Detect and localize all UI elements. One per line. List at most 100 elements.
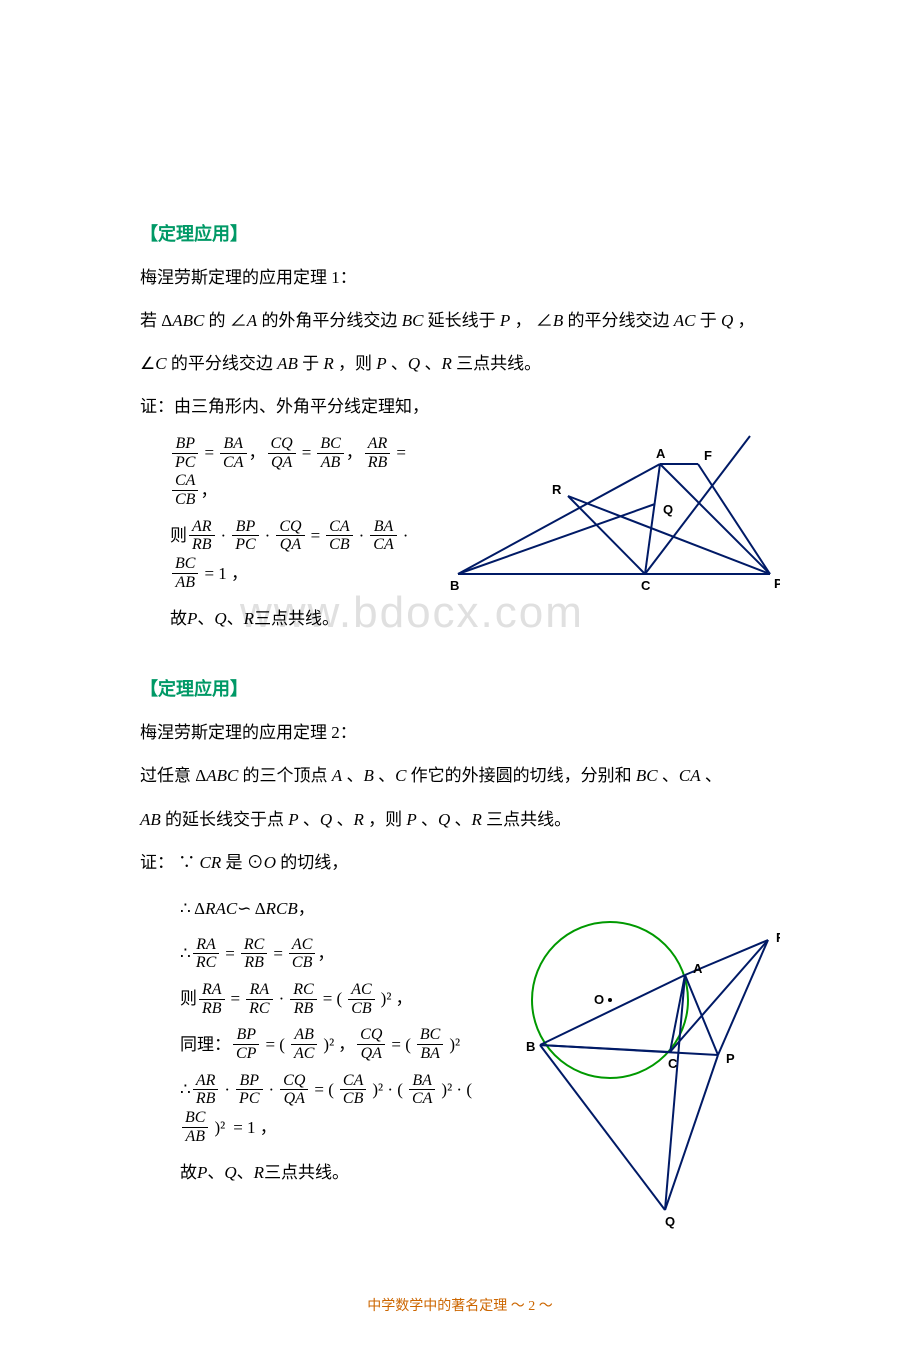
den: RB <box>365 454 391 472</box>
den: CP <box>233 1045 259 1063</box>
num: BP <box>172 435 198 453</box>
den: AB <box>318 454 344 472</box>
txt: 作它的外接圆的切线，分别和 <box>411 766 636 785</box>
num: AB <box>291 1026 317 1044</box>
den: QA <box>268 454 295 472</box>
s2-eq3: 同理： BPCP = ( ABAC )² ， CQQA = ( BCBA )² <box>180 1026 490 1063</box>
s1-conclusion: 故 P 、Q 、R 三点共线。 <box>170 600 780 637</box>
svg-text:F: F <box>704 448 712 463</box>
num: BP <box>237 1072 263 1090</box>
s2-conclusion: 故 P 、Q 、R 三点共线。 <box>180 1154 490 1191</box>
num: BC <box>182 1109 208 1127</box>
txt: 、 <box>421 810 438 829</box>
txt: 、 <box>237 1154 254 1191</box>
num: CA <box>326 518 352 536</box>
txt: 证： ∵ <box>140 853 200 872</box>
txt: 、 <box>197 600 214 637</box>
math: Q <box>721 311 733 330</box>
txt: 的延长线交于点 <box>165 810 288 829</box>
den: AB <box>182 1128 208 1146</box>
num: RA <box>193 936 219 954</box>
s2-proof-lead: 证： ∵ CR 是 ⊙O 的切线， <box>140 843 780 882</box>
math: R <box>472 810 482 829</box>
svg-text:B: B <box>450 578 459 593</box>
lead: ∴ <box>180 935 191 972</box>
txt: 故 <box>180 1154 197 1191</box>
s2-line1: 过任意 ΔABC 的三个顶点 A 、B 、C 作它的外接圆的切线，分别和 BC … <box>140 756 780 795</box>
math: ABC <box>206 766 238 785</box>
txt: 、 <box>207 1154 224 1191</box>
svg-text:A: A <box>693 961 703 976</box>
txt: 三点共线。 <box>254 600 339 637</box>
txt: 三点共线。 <box>264 1154 349 1191</box>
den: PC <box>172 454 198 472</box>
den: RC <box>193 954 219 972</box>
num: BA <box>371 518 397 536</box>
txt: 是 ⊙ <box>225 853 263 872</box>
txt: 、 <box>455 810 472 829</box>
math: AC <box>674 311 696 330</box>
den: RB <box>291 1000 317 1018</box>
num: RA <box>199 981 225 999</box>
s1-proof-lead: 证：由三角形内、外角平分线定理知， <box>140 387 780 426</box>
num: AC <box>348 981 374 999</box>
txt: 三点共线。 <box>486 810 571 829</box>
txt: 、 <box>662 766 679 785</box>
math: Q <box>438 810 450 829</box>
svg-text:Q: Q <box>663 502 673 517</box>
math: P <box>288 810 298 829</box>
lead: ∴ <box>180 1071 191 1108</box>
math: Q <box>320 810 332 829</box>
den: RB <box>193 1090 219 1108</box>
s1-line1: 若 ΔABC 的 ∠A 的外角平分线交边 BC 延长线于 P ， ∠B 的平分线… <box>140 301 780 340</box>
den: CB <box>172 491 198 509</box>
lead: 则 <box>180 980 197 1017</box>
math: CA <box>679 766 701 785</box>
num: CA <box>340 1072 366 1090</box>
math: R <box>244 600 254 637</box>
txt: ∠ <box>140 354 155 373</box>
math: AB <box>277 354 298 373</box>
num: RC <box>241 936 267 954</box>
math: B <box>553 311 563 330</box>
svg-text:Q: Q <box>665 1214 675 1229</box>
num: BA <box>409 1072 435 1090</box>
den: PC <box>236 1090 262 1108</box>
s2-sim: ∴ ΔRAC ∽ ΔRCB ， <box>180 890 490 927</box>
lead: 则 <box>170 517 187 554</box>
math: R <box>353 810 363 829</box>
den: CB <box>326 536 352 554</box>
math: R <box>441 354 451 373</box>
math: O <box>264 853 276 872</box>
txt: ∽ Δ <box>237 890 266 927</box>
den: PC <box>232 536 258 554</box>
s2-title: 梅涅劳斯定理的应用定理 2： <box>140 713 780 752</box>
num: CQ <box>268 435 296 453</box>
txt: ∴ Δ <box>180 890 205 927</box>
den: CA <box>409 1090 435 1108</box>
den: QA <box>358 1045 385 1063</box>
sep: ， <box>338 1026 355 1063</box>
num: BC <box>317 435 343 453</box>
den: CA <box>220 454 246 472</box>
figure-2-svg: ABCPRQO <box>500 890 780 1230</box>
txt: 延长线于 <box>428 311 500 330</box>
den: CB <box>340 1090 366 1108</box>
math: P <box>376 354 386 373</box>
section1-header: 【定理应用】 <box>140 220 780 246</box>
math: R <box>254 1154 264 1191</box>
txt: 的三个顶点 <box>243 766 332 785</box>
den: BA <box>417 1045 443 1063</box>
math: C <box>155 354 166 373</box>
math: RAC <box>205 890 237 927</box>
txt: ，则 <box>338 354 376 373</box>
math: BC <box>636 766 658 785</box>
math: R <box>323 354 333 373</box>
s1-eq1: BPPC = BACA ， CQQA = BCAB ， ARRB = CACB … <box>170 434 440 509</box>
svg-text:B: B <box>526 1039 535 1054</box>
figure-1-svg: BCPAFRQ <box>450 434 780 594</box>
den: CB <box>289 954 315 972</box>
txt: 故 <box>170 600 187 637</box>
txt: 于 <box>700 311 721 330</box>
s1-line2: ∠C 的平分线交边 AB 于 R ，则 P 、Q 、R 三点共线。 <box>140 344 780 383</box>
